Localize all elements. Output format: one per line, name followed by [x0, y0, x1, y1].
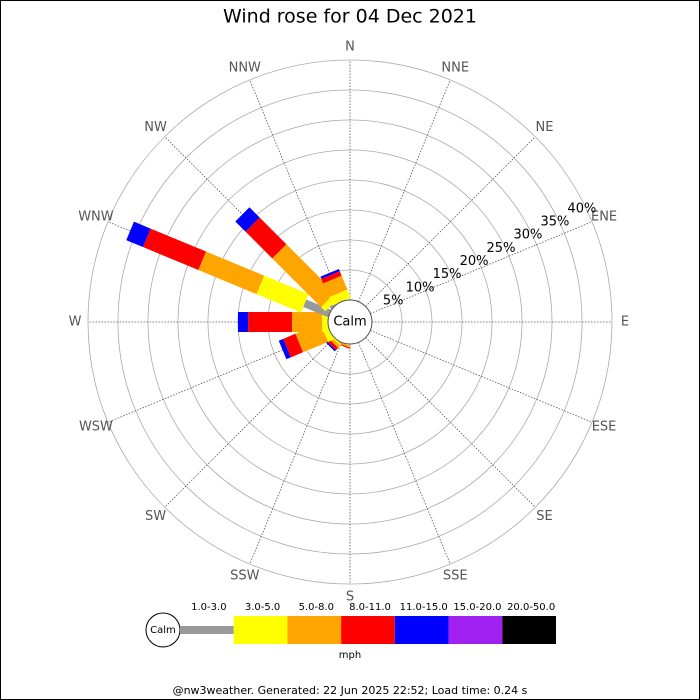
ring-label: 40% — [567, 201, 596, 216]
calm-label: Calm — [333, 315, 366, 330]
ring-label: 30% — [514, 228, 543, 243]
direction-label: N — [345, 40, 355, 55]
petal-segment — [235, 207, 260, 232]
ring-label: 35% — [540, 215, 569, 230]
legend-swatch — [502, 616, 556, 644]
legend-label: 15.0-20.0 — [453, 602, 501, 613]
legend-swatch — [448, 616, 503, 644]
legend-label: 1.0-3.0 — [191, 602, 226, 613]
spoke — [370, 221, 593, 314]
legend-swatch — [233, 616, 288, 644]
petal-segment — [320, 269, 340, 279]
petal-segment — [245, 217, 287, 259]
petal-segment — [322, 312, 328, 332]
ring — [87, 59, 613, 585]
direction-label: ESE — [592, 420, 617, 435]
petal-segment — [256, 275, 309, 313]
ring-label: 25% — [487, 241, 516, 256]
legend-swatch — [287, 616, 342, 644]
direction-label: SSE — [443, 569, 468, 584]
calm-circle — [327, 299, 373, 345]
petal-segment — [303, 299, 332, 318]
petal-segment — [323, 275, 348, 298]
petal-segment — [272, 244, 336, 308]
spoke — [164, 337, 335, 508]
ring-label: 20% — [460, 254, 489, 269]
spoke — [249, 342, 342, 565]
legend-title: mph — [339, 650, 361, 661]
ring-label: 10% — [406, 280, 435, 295]
direction-label: S — [346, 590, 354, 605]
direction-label: NNE — [441, 60, 469, 75]
spoke — [365, 136, 536, 307]
petal-segment — [292, 312, 322, 332]
legend-label: 5.0-8.0 — [299, 602, 334, 613]
direction-label: SE — [536, 509, 552, 524]
direction-label: E — [621, 315, 629, 330]
petal-segment — [126, 221, 151, 248]
legend-swatch — [341, 616, 395, 644]
spoke — [370, 330, 593, 423]
legend-label: 8.0-11.0 — [349, 602, 391, 613]
chart-title: Wind rose for 04 Dec 2021 — [223, 6, 477, 28]
petal-segment — [248, 312, 292, 332]
legend-label: 3.0-5.0 — [245, 602, 280, 613]
direction-label: SSW — [230, 569, 260, 584]
legend-calm-label: Calm — [150, 625, 176, 636]
direction-label: NNW — [229, 60, 261, 75]
direction-label: SW — [145, 509, 166, 524]
petal-segment — [198, 251, 265, 295]
petal-segment — [321, 271, 342, 284]
direction-label: NW — [144, 120, 167, 135]
legend-label: 20.0-50.0 — [507, 602, 555, 613]
petal-segment — [142, 228, 207, 271]
spoke — [249, 79, 342, 302]
petal-segment — [238, 312, 249, 332]
footer: @nw3weather. Generated: 22 Jun 2025 22:5… — [173, 684, 528, 697]
ring-label: 15% — [433, 267, 462, 282]
ring-label: 5% — [383, 293, 404, 308]
petal-segment — [283, 333, 304, 358]
petal-segment — [328, 289, 351, 306]
direction-label: ENE — [591, 209, 617, 224]
direction-label: NE — [535, 120, 553, 135]
spoke — [365, 337, 536, 508]
legend-swatch — [180, 626, 234, 634]
direction-label: W — [69, 315, 82, 330]
spoke — [358, 79, 451, 302]
legend-swatch — [394, 616, 449, 644]
spoke — [358, 342, 451, 565]
direction-label: WSW — [79, 420, 113, 435]
petal-segment — [278, 338, 291, 360]
direction-label: WNW — [78, 209, 114, 224]
legend-label: 11.0-15.0 — [400, 602, 448, 613]
